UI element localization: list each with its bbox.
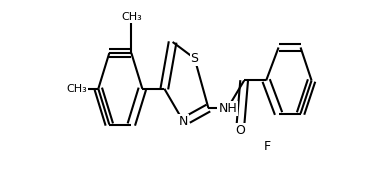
Text: NH: NH [218,101,237,115]
Text: S: S [191,52,199,65]
Text: N: N [179,115,188,128]
Text: CH₃: CH₃ [121,12,142,22]
Text: F: F [264,140,271,153]
Text: O: O [235,123,245,137]
Text: CH₃: CH₃ [66,84,87,94]
